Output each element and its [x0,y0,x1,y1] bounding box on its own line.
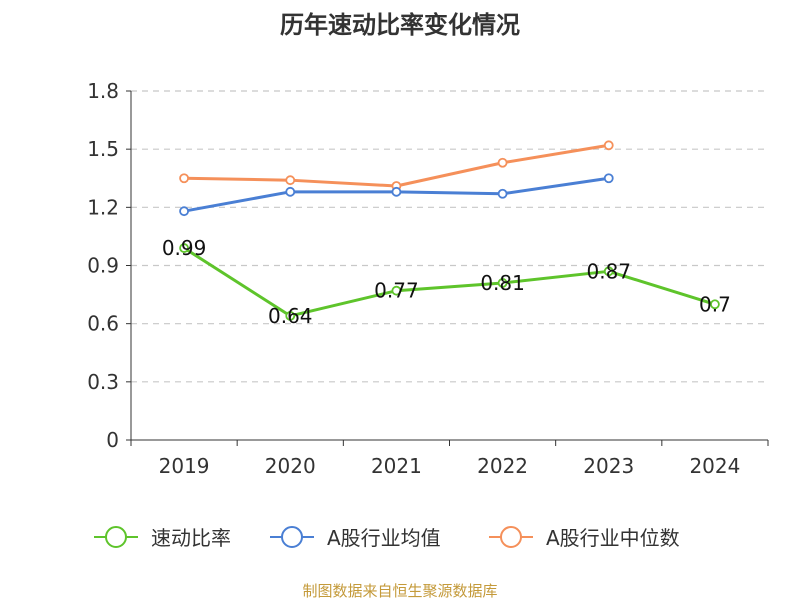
y-tick-label: 1.2 [87,195,119,219]
data-point [603,266,614,277]
legend-marker [500,526,522,548]
x-tick-label: 2020 [265,454,316,478]
data-point [179,243,189,253]
y-tick-label: 1.5 [87,137,119,161]
x-tick-label: 2024 [689,454,740,478]
data-label: 0.87 [586,259,631,283]
data-point [285,175,296,186]
legend-item-1[interactable]: A股行业均值 [270,526,441,550]
data-point [179,173,189,184]
grid-lines [131,90,768,383]
data-label: 0.81 [480,271,525,295]
data-point [710,299,720,310]
y-tick-label: 0.6 [87,312,119,336]
series-0: 0.99 0.64 0.77 0.81 0.87 0.7 [162,236,731,328]
legend-item-0[interactable]: 速动比率 [94,526,231,550]
legend-label: A股行业均值 [327,526,441,550]
x-tick-label: 2019 [159,454,210,478]
data-point [603,140,614,151]
data-label: 0.99 [162,236,207,260]
series-layer: 0.99 0.64 0.77 0.81 0.87 0.7 [162,140,731,328]
series-line [184,143,609,188]
data-point [497,188,508,199]
y-axis: 0 0.3 0.6 0.9 1.2 1.5 1.8 [87,79,132,452]
y-tick-label: 1.8 [87,79,119,103]
data-point [179,206,189,217]
x-tick-label: 2022 [477,454,528,478]
data-point [497,278,508,288]
data-label: 0.77 [374,279,419,303]
y-tick-label: 0.9 [87,254,119,278]
legend-marker [105,526,127,548]
series-line [183,246,716,318]
legend-item-2[interactable]: A股行业中位数 [489,526,680,550]
y-tick-label: 0 [106,428,119,452]
data-point [603,173,614,184]
legend[interactable]: 速动比率 A股行业均值 A股行业中位数 [94,526,680,550]
chart-title: 历年速动比率变化情况 [280,11,520,39]
data-point [285,186,296,197]
data-source: 制图数据来自恒生聚源数据库 [302,582,497,600]
series-1 [179,173,614,217]
data-point [391,186,402,197]
x-tick-label: 2021 [371,454,422,478]
data-point [285,311,296,321]
x-tick-label: 2023 [583,454,634,478]
x-axis: 2019 2020 2021 2022 2023 2024 [130,439,769,478]
y-tick-label: 0.3 [87,370,119,394]
legend-marker [281,526,303,548]
data-label: 0.7 [699,292,731,316]
legend-label: A股行业中位数 [546,526,680,550]
data-point [391,285,402,296]
data-label: 0.64 [268,304,313,328]
legend-label: 速动比率 [151,526,231,550]
data-point [497,157,508,168]
